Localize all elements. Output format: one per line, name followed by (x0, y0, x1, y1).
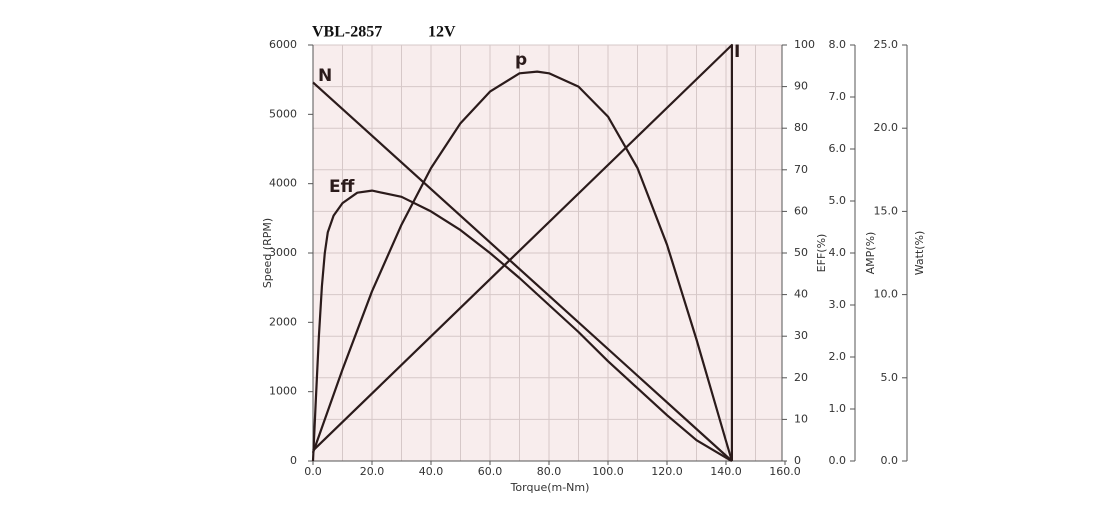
chart-subtitle: 12V (428, 24, 456, 41)
amp-tick-label: 0.0 (829, 454, 847, 467)
watt-tick-label: 20.0 (874, 121, 899, 134)
watt-tick-label: 15.0 (874, 204, 899, 217)
amp-tick-label: 4.0 (829, 246, 847, 259)
y-tick-label: 0 (290, 454, 297, 467)
chart-title: VBL-2857 (312, 24, 382, 41)
x-tick-label: 120.0 (651, 465, 683, 478)
series-line (311, 70, 733, 462)
eff-tick-label: 90 (794, 80, 808, 93)
eff-tick-label: 0 (794, 454, 801, 467)
y-tick-label: 6000 (269, 38, 297, 51)
series-line (312, 81, 733, 462)
eff-tick-label: 40 (794, 288, 808, 301)
curve-label: Eff (329, 177, 355, 197)
eff-tick-label: 70 (794, 163, 808, 176)
watt-tick-label: 10.0 (874, 288, 899, 301)
amp-tick-label: 6.0 (829, 142, 847, 155)
y-axis-label: Speed (RPM) (261, 218, 274, 288)
amp-tick-label: 7.0 (829, 90, 847, 103)
amp-tick-label: 1.0 (829, 402, 847, 415)
eff-tick-label: 60 (794, 204, 808, 217)
y-tick-label: 1000 (269, 385, 297, 398)
x-tick-label: 160.0 (769, 465, 801, 478)
x-tick-label: 40.0 (419, 465, 444, 478)
watt-axis-label: Watt(%) (913, 231, 926, 276)
curve-label: N (318, 66, 332, 86)
amp-axis-label: AMP(%) (864, 232, 877, 275)
eff-tick-label: 10 (794, 412, 808, 425)
eff-tick-label: 30 (794, 329, 808, 342)
eff-tick-label: 50 (794, 246, 808, 259)
amp-tick-label: 3.0 (829, 298, 847, 311)
watt-tick-label: 5.0 (881, 371, 899, 384)
amp-tick-label: 8.0 (829, 38, 847, 51)
series-line (312, 43, 733, 461)
eff-tick-label: 20 (794, 371, 808, 384)
x-tick-label: 140.0 (710, 465, 742, 478)
x-tick-label: 80.0 (537, 465, 562, 478)
curve-label: p (515, 50, 527, 70)
watt-tick-label: 0.0 (881, 454, 899, 467)
x-axis-label: Torque(m-Nm) (510, 481, 590, 494)
y-tick-label: 4000 (269, 177, 297, 190)
x-tick-label: 20.0 (360, 465, 385, 478)
y-tick-label: 2000 (269, 315, 297, 328)
x-tick-label: 60.0 (478, 465, 503, 478)
eff-tick-label: 100 (794, 38, 815, 51)
amp-tick-label: 5.0 (829, 194, 847, 207)
x-tick-label: 0.0 (304, 465, 322, 478)
y-tick-label: 3000 (269, 246, 297, 259)
amp-tick-label: 2.0 (829, 350, 847, 363)
y-tick-label: 5000 (269, 107, 297, 120)
eff-tick-label: 80 (794, 121, 808, 134)
eff-axis-label: EFF(%) (815, 234, 828, 273)
series-line (311, 189, 733, 462)
curve-label: I (734, 42, 740, 62)
x-tick-label: 100.0 (592, 465, 624, 478)
watt-tick-label: 25.0 (874, 38, 899, 51)
